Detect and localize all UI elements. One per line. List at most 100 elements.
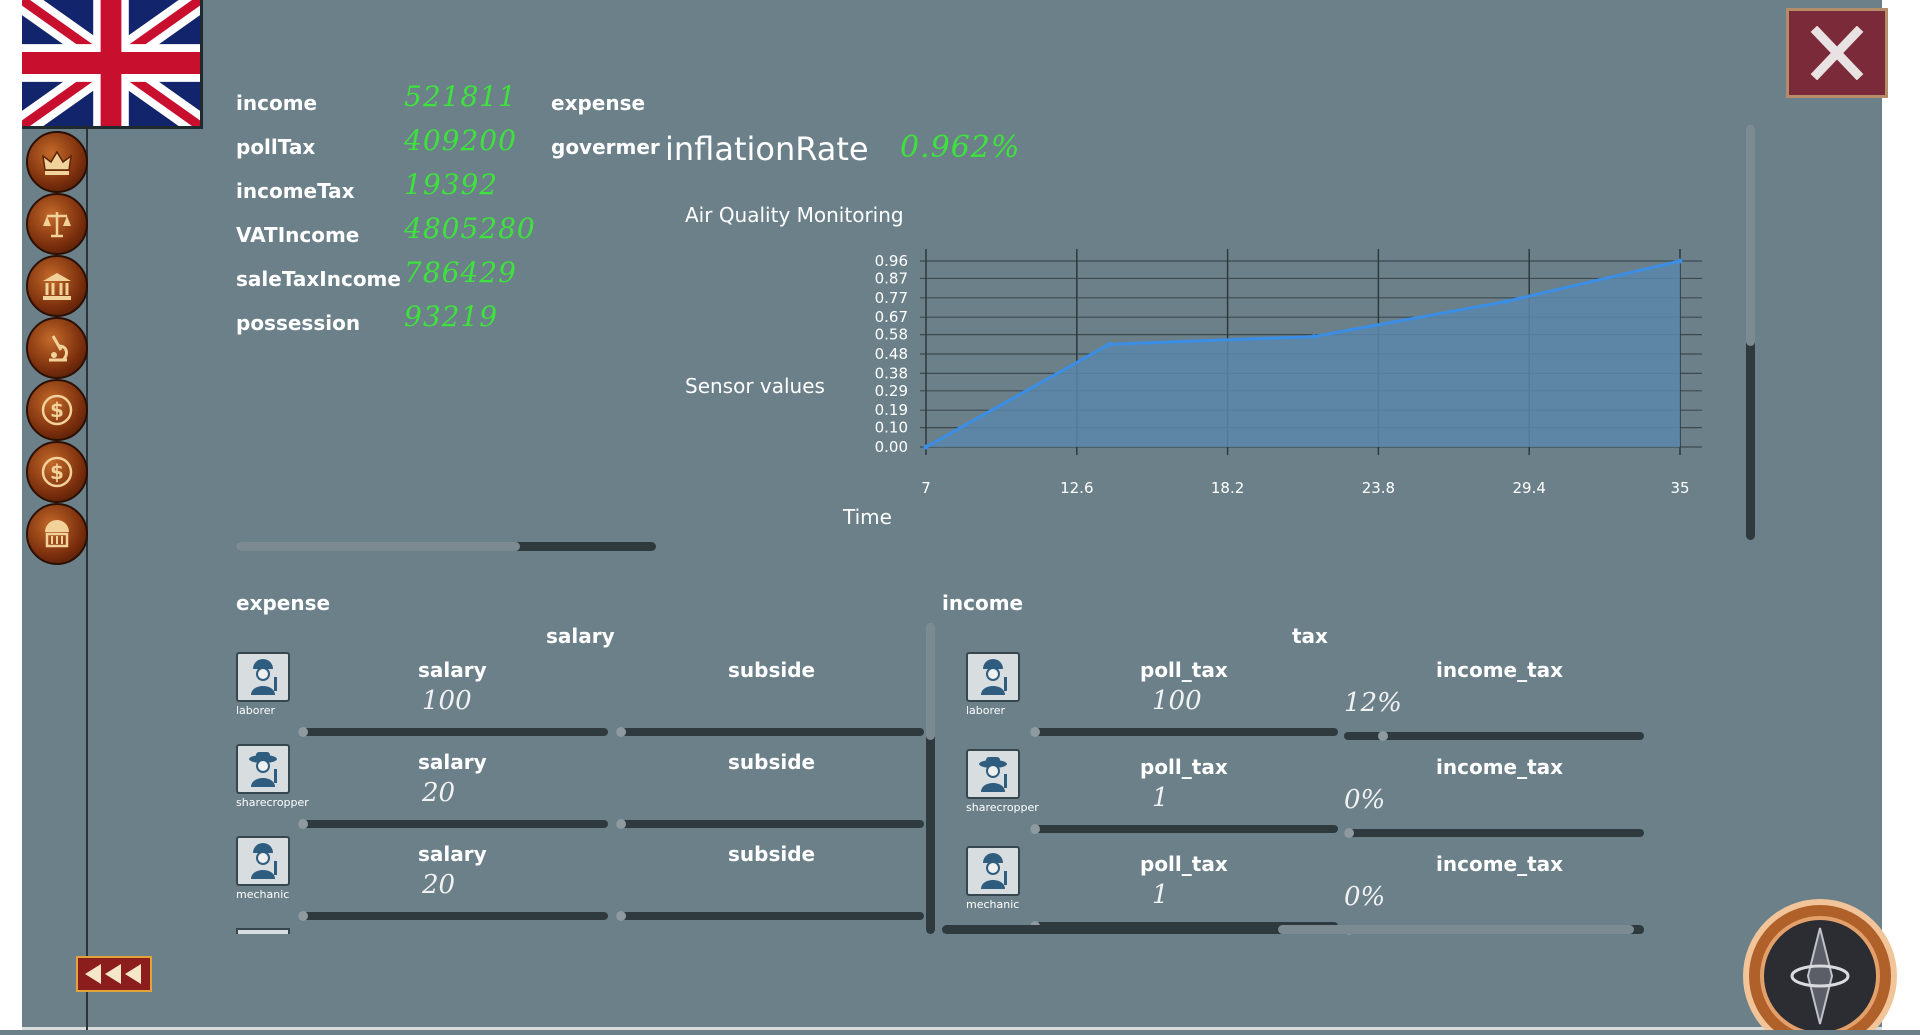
- inflation-rate-label: inflationRate: [665, 130, 869, 168]
- vatincome-value: 4805280: [404, 212, 536, 245]
- row-col2-slider[interactable]: [1344, 731, 1644, 741]
- worker-mechanic-icon: [966, 846, 1020, 896]
- back-arrows-icon: [85, 964, 141, 984]
- row-col1-label: salary: [418, 842, 487, 866]
- chart-y-tick-label: 0.38: [875, 364, 908, 382]
- chart-x-tick-label: 12.6: [1060, 479, 1093, 497]
- slider-knob[interactable]: [298, 727, 308, 737]
- incometax-value: 19392: [404, 168, 499, 201]
- row-col2-slider[interactable]: [616, 819, 924, 829]
- close-button[interactable]: [1786, 8, 1888, 98]
- row-col1-label: salary: [418, 750, 487, 774]
- top-vertical-scrollbar[interactable]: [1746, 124, 1755, 540]
- row-col1-slider[interactable]: [298, 819, 608, 829]
- expense-vertical-scrollbar[interactable]: [926, 622, 935, 934]
- nav-finance-button-2[interactable]: $: [26, 441, 88, 503]
- slider-knob[interactable]: [1030, 824, 1040, 834]
- slider-knob[interactable]: [298, 911, 308, 921]
- nav-finance-button[interactable]: $: [26, 379, 88, 441]
- chart-x-tick-label: 35: [1670, 479, 1689, 497]
- chart-y-tick-label: 0.00: [875, 438, 908, 456]
- polltax-value: 409200: [404, 124, 517, 157]
- nav-crown-button[interactable]: [26, 131, 88, 193]
- compass-button[interactable]: [1742, 898, 1898, 1035]
- row-col1-label: salary: [418, 658, 487, 682]
- chart-title: Air Quality Monitoring: [685, 203, 904, 227]
- row-col1-slider[interactable]: [298, 911, 608, 921]
- row-col2-slider[interactable]: [616, 911, 924, 921]
- slider-knob[interactable]: [616, 819, 626, 829]
- chart-area: [926, 261, 1680, 447]
- uk-flag-icon: [22, 0, 200, 126]
- stats-horizontal-scrollbar[interactable]: [236, 542, 656, 551]
- slider-knob[interactable]: [616, 911, 626, 921]
- slider-knob[interactable]: [298, 819, 308, 829]
- compass-icon: [1743, 899, 1897, 1035]
- income-section-title: income: [942, 591, 1024, 615]
- row-col1-value: 100: [1152, 686, 1202, 716]
- back-button[interactable]: [76, 956, 152, 992]
- svg-text:$: $: [50, 460, 64, 484]
- chart-y-tick-label: 0.67: [875, 308, 908, 326]
- row-col2-value: 0%: [1344, 785, 1386, 815]
- row-col2-label: subside: [728, 658, 816, 682]
- left-edge: [0, 0, 22, 1030]
- chart-y-tick-label: 0.58: [875, 326, 908, 344]
- slider-knob[interactable]: [1378, 731, 1388, 741]
- row-col1-value: 100: [422, 686, 472, 716]
- saletaxincome-value: 786429: [404, 256, 517, 289]
- worker-sharecropper-icon: [236, 744, 290, 794]
- chart-data-point: [1311, 334, 1317, 340]
- row-col1-slider[interactable]: [298, 727, 608, 737]
- income-horizontal-scrollbar[interactable]: [942, 925, 1644, 934]
- bank-icon: [43, 273, 71, 300]
- chart-data-point: [1106, 341, 1112, 347]
- saletaxincome-label: saleTaxIncome: [236, 267, 401, 291]
- crown-icon: [42, 150, 72, 175]
- nav-justice-button[interactable]: [26, 193, 88, 255]
- sidebar-divider: [86, 120, 88, 1030]
- worker-peek-icon: [236, 928, 290, 934]
- row-col2-value: 0%: [1344, 882, 1386, 912]
- nav-science-button[interactable]: [26, 317, 88, 379]
- income-group-label: tax: [1292, 624, 1328, 648]
- chart-y-axis-label: Sensor values: [685, 374, 825, 398]
- worker-name: mechanic: [966, 898, 1020, 911]
- worker-name: sharecropper: [966, 801, 1039, 814]
- income-scroll-thumb[interactable]: [1278, 925, 1634, 934]
- slider-knob[interactable]: [616, 727, 626, 737]
- expense-vertical-scroll-thumb[interactable]: [926, 622, 935, 740]
- right-edge: [1882, 0, 1920, 1030]
- svg-text:$: $: [50, 398, 64, 422]
- row-col2-slider[interactable]: [1344, 828, 1644, 838]
- top-vertical-scroll-thumb[interactable]: [1746, 124, 1755, 346]
- language-flag-button[interactable]: [22, 0, 203, 129]
- row-col2-label: income_tax: [1436, 755, 1564, 779]
- expense-group-label: salary: [546, 624, 615, 648]
- slider-knob[interactable]: [1344, 828, 1354, 838]
- nav-tax-button[interactable]: [26, 503, 88, 565]
- row-col1-slider[interactable]: [1030, 727, 1338, 737]
- stats-scroll-thumb[interactable]: [236, 542, 520, 551]
- row-col2-label: subside: [728, 750, 816, 774]
- worker-name: laborer: [966, 704, 1006, 717]
- chart-data-point: [1502, 299, 1508, 305]
- expense-header-label: expense: [551, 91, 646, 115]
- chart-y-tick-label: 0.48: [875, 345, 908, 363]
- polltax-label: pollTax: [236, 135, 316, 159]
- nav-bank-button[interactable]: [26, 255, 88, 317]
- dollar-coin-icon-2: $: [41, 456, 73, 488]
- chart-y-tick-label: 0.77: [875, 289, 908, 307]
- chart-y-tick-label: 0.87: [875, 269, 908, 287]
- row-col2-slider[interactable]: [616, 727, 924, 737]
- chart-x-axis-label: Time: [843, 505, 892, 529]
- row-col1-value: 20: [422, 778, 456, 808]
- chart-x-tick-label: 29.4: [1512, 479, 1545, 497]
- row-col1-value: 20: [422, 870, 456, 900]
- row-col2-label: income_tax: [1436, 658, 1564, 682]
- row-col1-slider[interactable]: [1030, 824, 1338, 834]
- row-col1-label: poll_tax: [1140, 658, 1228, 682]
- possession-value: 93219: [404, 300, 499, 333]
- income-value: 521811: [404, 80, 517, 113]
- slider-knob[interactable]: [1030, 727, 1040, 737]
